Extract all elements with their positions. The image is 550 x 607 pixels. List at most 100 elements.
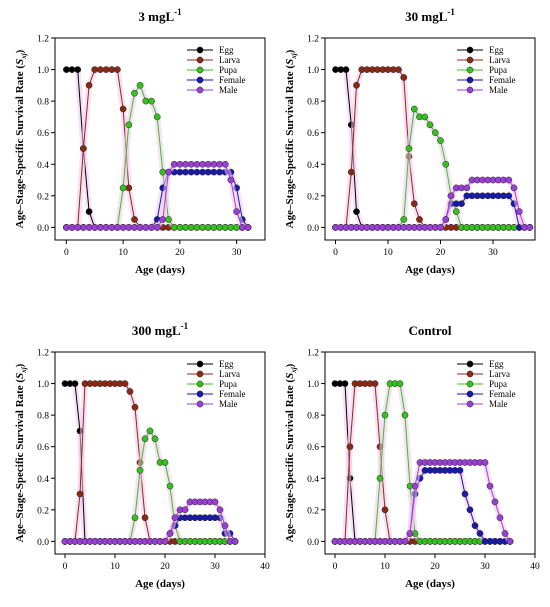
x-tick-label: 10 bbox=[118, 248, 128, 258]
y-tick-label: 0.8 bbox=[37, 98, 49, 108]
data-point bbox=[221, 224, 229, 231]
legend-label: Larva bbox=[489, 55, 510, 65]
data-point bbox=[346, 443, 354, 451]
x-axis-label: Age (days) bbox=[405, 264, 455, 276]
chart-title: 3 mgL-1 bbox=[138, 7, 182, 24]
data-point bbox=[227, 224, 235, 231]
data-point bbox=[171, 514, 179, 522]
y-axis-label-close: ) bbox=[284, 49, 296, 53]
data-point bbox=[211, 498, 219, 506]
x-tick-label: 10 bbox=[380, 562, 390, 572]
data-point bbox=[181, 506, 189, 514]
legend-label: Female bbox=[219, 75, 246, 85]
data-point bbox=[176, 168, 184, 176]
legend-item-larva: Larva bbox=[457, 55, 510, 65]
data-point bbox=[400, 74, 408, 81]
data-point bbox=[347, 168, 355, 176]
legend-marker bbox=[196, 46, 204, 54]
y-tick-label: 0.0 bbox=[307, 538, 319, 548]
data-point bbox=[141, 514, 149, 522]
data-point bbox=[442, 216, 450, 223]
data-point bbox=[161, 538, 169, 545]
data-point bbox=[381, 506, 389, 514]
data-point bbox=[165, 216, 172, 223]
legend-label: Larva bbox=[219, 369, 240, 379]
data-point bbox=[80, 224, 87, 231]
data-point bbox=[199, 168, 206, 176]
legend-marker bbox=[466, 76, 474, 84]
series-glow bbox=[335, 192, 530, 231]
data-point bbox=[166, 482, 174, 490]
data-point bbox=[131, 89, 138, 97]
y-tick-label: 0.4 bbox=[307, 161, 319, 171]
legend-marker bbox=[196, 86, 204, 94]
data-point bbox=[505, 176, 513, 184]
data-point bbox=[463, 184, 471, 192]
legend-item-egg: Egg bbox=[457, 45, 504, 55]
data-point bbox=[97, 66, 104, 73]
data-point bbox=[442, 160, 450, 168]
y-tick-label: 0.8 bbox=[307, 98, 319, 108]
y-tick-label: 0.0 bbox=[37, 224, 49, 234]
data-point bbox=[431, 129, 439, 137]
x-axis-label: Age (days) bbox=[135, 578, 185, 590]
legend-label: Male bbox=[219, 399, 238, 409]
y-tick-label: 0.2 bbox=[307, 192, 319, 202]
data-point bbox=[151, 435, 159, 443]
y-axis-label-text: Age–Stage-Specific Survival Rate ( bbox=[14, 379, 26, 543]
data-point bbox=[342, 66, 350, 73]
legend-marker bbox=[196, 56, 204, 64]
legend-item-egg: Egg bbox=[457, 359, 504, 369]
data-point bbox=[199, 224, 206, 231]
data-point bbox=[416, 216, 423, 223]
x-tick-label: 0 bbox=[333, 562, 338, 572]
data-point bbox=[85, 224, 93, 231]
plot-frame bbox=[54, 37, 266, 241]
y-axis-label-symbol: S bbox=[284, 59, 296, 65]
legend-label: Egg bbox=[489, 45, 504, 55]
series-line bbox=[65, 429, 235, 542]
data-point bbox=[170, 160, 178, 168]
y-tick-label: 1.2 bbox=[307, 349, 319, 359]
data-point bbox=[148, 224, 155, 231]
data-point bbox=[102, 224, 110, 231]
legend-marker bbox=[196, 66, 204, 74]
x-axis-label: Age (days) bbox=[405, 578, 455, 590]
data-point bbox=[437, 224, 444, 231]
series-line bbox=[335, 469, 510, 542]
data-point bbox=[182, 224, 189, 231]
x-tick-label: 20 bbox=[175, 248, 185, 258]
data-point bbox=[193, 224, 201, 231]
data-point bbox=[74, 66, 82, 73]
data-point bbox=[496, 514, 504, 522]
data-point bbox=[231, 538, 239, 545]
data-point bbox=[170, 224, 178, 231]
y-tick-label: 0.0 bbox=[37, 538, 49, 548]
y-axis-label-symbol: S bbox=[14, 373, 26, 379]
data-point bbox=[193, 160, 201, 168]
data-point bbox=[131, 216, 138, 223]
legend-item-male: Male bbox=[187, 85, 238, 95]
legend-label: Male bbox=[489, 85, 508, 95]
y-tick-label: 0.6 bbox=[37, 129, 49, 139]
chart-title: 300 mgL-1 bbox=[132, 321, 189, 338]
data-point bbox=[400, 216, 408, 223]
x-tick-label: 0 bbox=[333, 248, 338, 258]
data-point bbox=[148, 97, 155, 105]
chart-title-text: 30 mgL bbox=[405, 9, 448, 24]
chart-panel-2: 0.0 0.2 0.4 0.6 0.8 1.0 1.2 0 10 20 30 40 300 mgL-1 A… bbox=[14, 321, 270, 590]
data-point bbox=[210, 160, 218, 168]
data-point bbox=[187, 160, 195, 168]
data-point bbox=[119, 184, 127, 192]
data-point bbox=[153, 224, 161, 231]
data-point bbox=[125, 224, 133, 231]
data-point bbox=[142, 224, 150, 231]
data-point bbox=[121, 380, 129, 387]
chart-title-text: 3 mgL bbox=[138, 9, 174, 24]
legend-marker bbox=[466, 66, 474, 74]
x-tick-label: 20 bbox=[430, 562, 440, 572]
series-line bbox=[335, 179, 530, 228]
x-tick-label: 20 bbox=[436, 248, 446, 258]
data-point bbox=[466, 506, 474, 514]
data-point bbox=[80, 145, 87, 152]
